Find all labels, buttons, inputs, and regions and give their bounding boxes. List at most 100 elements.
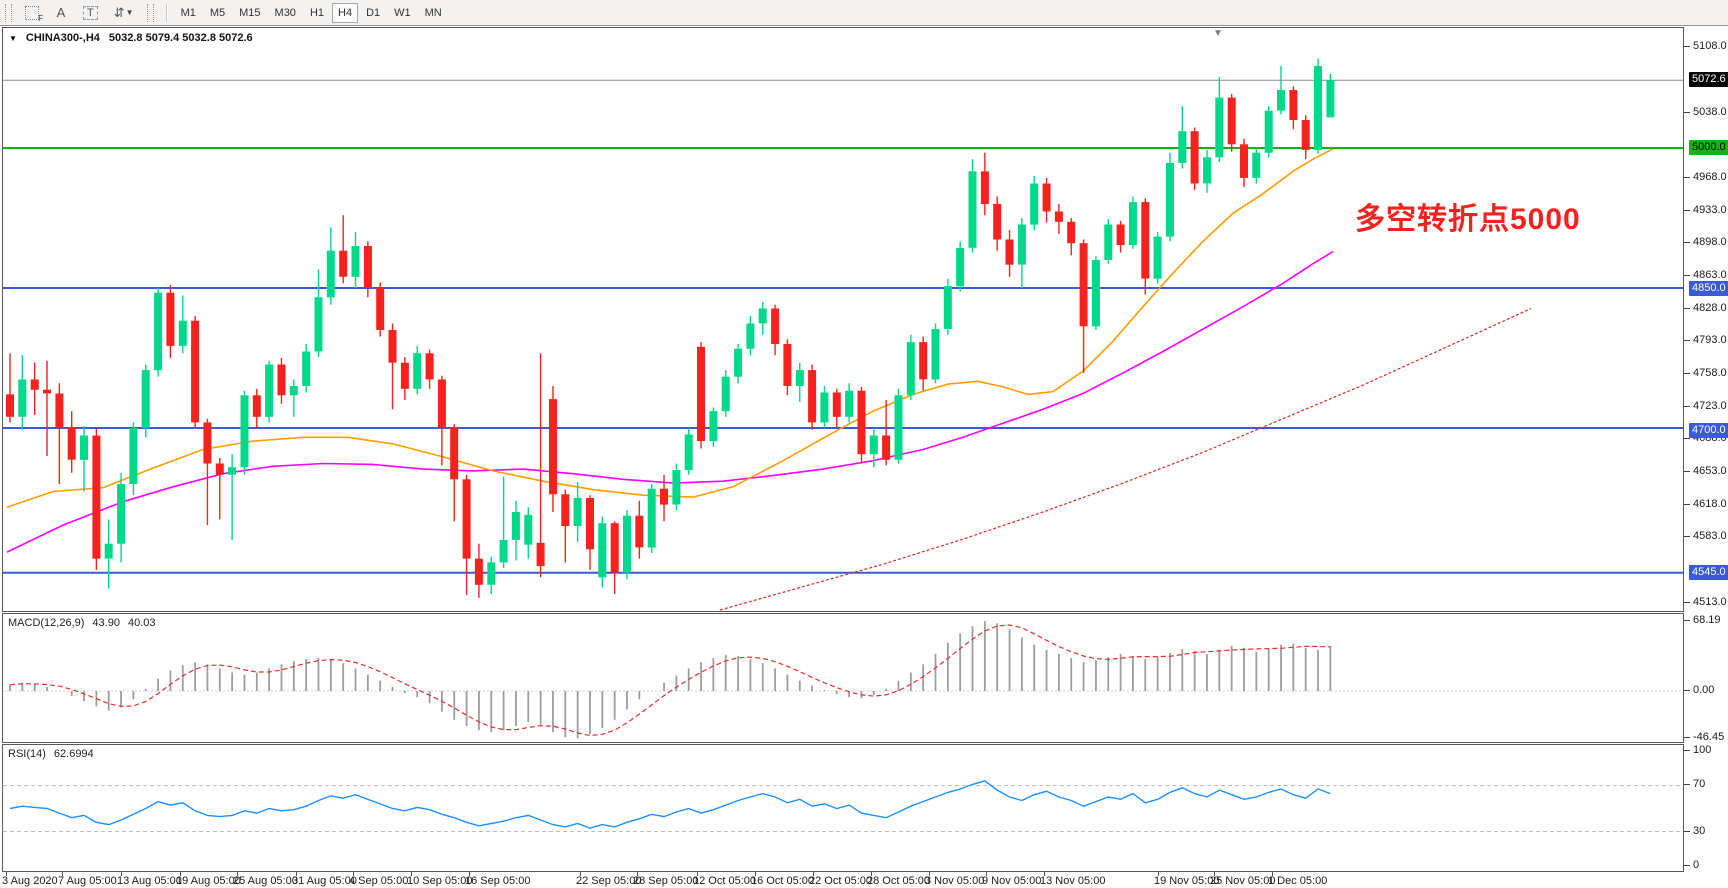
time-tick bbox=[1272, 872, 1273, 876]
candle-body bbox=[1264, 110, 1273, 153]
candle-body bbox=[894, 395, 903, 460]
toolbar-grip-2[interactable] bbox=[146, 3, 154, 22]
price-axis[interactable]: 5108.0 5038.0 4968.0 4933.0 4898.0 4863.0 4828… bbox=[1684, 0, 1728, 888]
candle-body bbox=[277, 364, 286, 396]
time-axis-label: 9 Nov 05:00 bbox=[982, 875, 1042, 887]
arrows-tool-icon[interactable]: ⇵ ▼ bbox=[108, 3, 140, 23]
axis-tick-label: 0.00 bbox=[1693, 683, 1715, 696]
axis-tick-label: 4653.0 bbox=[1693, 464, 1727, 477]
candle-body bbox=[1005, 239, 1014, 265]
macd-histogram bbox=[9, 621, 1332, 739]
rsi-value: 62.6994 bbox=[53, 748, 94, 760]
time-tick bbox=[813, 872, 814, 876]
candle-body bbox=[1203, 157, 1211, 184]
candle-body bbox=[1116, 224, 1125, 245]
candle-body bbox=[795, 370, 804, 386]
time-axis-label: 22 Oct 05:00 bbox=[809, 875, 872, 887]
axis-tick bbox=[1684, 111, 1690, 113]
axis-tick-label: -46.45 bbox=[1693, 730, 1725, 743]
label-tool-icon[interactable]: T bbox=[77, 3, 104, 23]
candle-body bbox=[30, 379, 39, 390]
axis-tick-label: 4828.0 bbox=[1693, 301, 1727, 314]
time-tick bbox=[180, 872, 181, 876]
candle-body bbox=[252, 395, 261, 417]
axis-tick bbox=[1684, 274, 1690, 276]
time-axis-label: 10 Sep 05:00 bbox=[407, 875, 473, 887]
candle-body bbox=[1252, 152, 1261, 178]
time-tick bbox=[411, 872, 412, 876]
candle-body bbox=[474, 558, 483, 585]
time-axis-label: 25 Aug 05:00 bbox=[233, 875, 298, 887]
candle-body bbox=[832, 392, 841, 417]
candle-body bbox=[746, 323, 755, 349]
macd-main-value: 43.90 bbox=[92, 617, 120, 629]
candle-body bbox=[1104, 224, 1113, 260]
time-axis[interactable]: 3 Aug 2020 7 Aug 05:00 13 Aug 05:00 19 Aug … bbox=[0, 872, 1728, 888]
candle-body bbox=[684, 434, 693, 470]
candle-body bbox=[129, 428, 138, 484]
candle-body bbox=[635, 515, 644, 548]
candle-body bbox=[80, 435, 88, 460]
symbol-bar: ▼ CHINA300-,H4 5032.8 5079.4 5032.8 5072… bbox=[9, 32, 253, 44]
time-axis-label: 16 Sep 05:00 bbox=[465, 875, 531, 887]
time-axis-label: 4 Sep 05:00 bbox=[349, 875, 409, 887]
time-tick bbox=[237, 872, 238, 876]
rsi-label: RSI(14) 62.6994 bbox=[8, 748, 94, 760]
main-chart-panel: ▼ CHINA300-,H4 5032.8 5079.4 5032.8 5072… bbox=[2, 27, 1684, 612]
timeframe-button-h1[interactable]: H1 bbox=[304, 3, 330, 23]
candle-body bbox=[697, 346, 705, 442]
rsi-chart[interactable] bbox=[3, 745, 1683, 871]
timeframe-button-m1[interactable]: M1 bbox=[175, 3, 202, 23]
candle-body bbox=[413, 353, 422, 389]
macd-chart[interactable] bbox=[3, 614, 1683, 742]
candlestick-chart[interactable] bbox=[3, 28, 1683, 611]
time-tick bbox=[929, 872, 930, 876]
candle-body bbox=[845, 390, 854, 417]
candle-body bbox=[351, 246, 360, 277]
time-tick bbox=[1044, 872, 1045, 876]
toolbar-grip[interactable] bbox=[5, 3, 12, 22]
dotted-grid-f-icon[interactable]: F bbox=[19, 3, 45, 23]
candle-body bbox=[1289, 90, 1298, 120]
candle-body bbox=[771, 308, 780, 344]
timeframe-button-mn[interactable]: MN bbox=[419, 3, 448, 23]
grid-box-icon bbox=[25, 5, 39, 20]
text-tool-icon[interactable]: A bbox=[49, 3, 73, 23]
chart-text-annotation[interactable]: 多空转折点5000 bbox=[1355, 203, 1581, 236]
candle-body bbox=[758, 308, 767, 324]
timeframe-button-m15[interactable]: M15 bbox=[233, 3, 266, 23]
ma-orange bbox=[6, 148, 1334, 509]
candle-body bbox=[400, 362, 409, 389]
axis-tick-label: 4793.0 bbox=[1693, 333, 1727, 346]
axis-tick-label: 4618.0 bbox=[1693, 497, 1727, 510]
price-label-highlight-4700.0: 4700.0 bbox=[1689, 422, 1728, 438]
candles bbox=[6, 58, 1335, 598]
time-axis-label: 19 Aug 05:00 bbox=[176, 875, 241, 887]
candle-body bbox=[1091, 260, 1100, 327]
candle-body bbox=[450, 428, 459, 480]
axis-tick-label: 5108.0 bbox=[1693, 39, 1727, 52]
axis-tick-label: 4513.0 bbox=[1693, 595, 1727, 608]
timeframe-button-d1[interactable]: D1 bbox=[360, 3, 386, 23]
candle-body bbox=[586, 498, 594, 550]
symbol-ohlc-values: 5032.8 5079.4 5032.8 5072.6 bbox=[108, 32, 253, 44]
candle-body bbox=[215, 463, 224, 475]
candle-body bbox=[1128, 202, 1137, 245]
candle-body bbox=[820, 392, 829, 423]
timeframe-button-m30[interactable]: M30 bbox=[269, 3, 302, 23]
axis-tick-label: 4723.0 bbox=[1693, 399, 1727, 412]
axis-tick bbox=[1684, 176, 1690, 178]
timeframe-button-w1[interactable]: W1 bbox=[388, 3, 417, 23]
timeframe-button-m5[interactable]: M5 bbox=[204, 3, 231, 23]
candle-body bbox=[240, 395, 249, 468]
timeframe-button-h4[interactable]: H4 bbox=[332, 2, 359, 23]
candle-body bbox=[265, 364, 274, 417]
time-axis-label: 28 Oct 05:00 bbox=[867, 875, 930, 887]
candle-body bbox=[462, 479, 471, 559]
candle-body bbox=[943, 286, 952, 329]
macd-label: MACD(12,26,9) 43.90 40.03 bbox=[8, 617, 155, 629]
candle-body bbox=[6, 394, 14, 417]
candle-body bbox=[524, 514, 533, 545]
collapse-triangle-icon[interactable]: ▼ bbox=[9, 33, 17, 43]
chart-shift-marker-icon[interactable]: ▼ bbox=[1213, 28, 1223, 39]
